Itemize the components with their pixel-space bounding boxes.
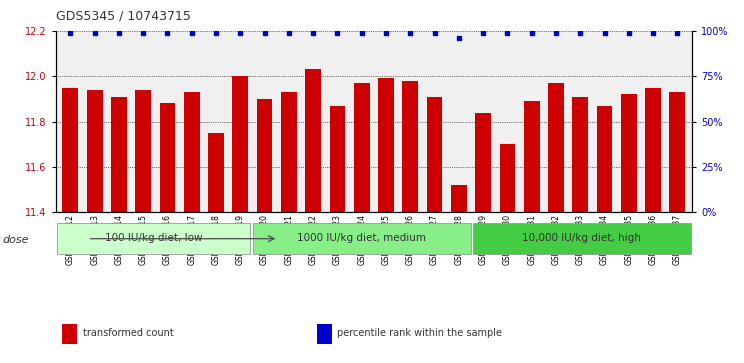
Bar (524, 101, 539, 212)
Bar (62, 324, 77, 344)
Bar (257, 99, 272, 212)
Text: 100 IU/kg diet, low: 100 IU/kg diet, low (105, 233, 202, 243)
Text: percentile rank within the sample: percentile rank within the sample (337, 328, 502, 338)
Bar (62, 87, 78, 212)
Bar (548, 83, 564, 212)
FancyBboxPatch shape (473, 223, 690, 254)
Bar (184, 92, 199, 212)
Bar (451, 185, 466, 212)
Bar (572, 97, 588, 212)
Text: transformed count: transformed count (83, 328, 173, 338)
Bar (621, 94, 637, 212)
Bar (87, 90, 103, 212)
Bar (645, 87, 661, 212)
Bar (160, 103, 176, 212)
Bar (281, 92, 297, 212)
Bar (426, 97, 443, 212)
Text: 1000 IU/kg diet, medium: 1000 IU/kg diet, medium (297, 233, 426, 243)
Bar (305, 69, 321, 212)
Bar (354, 83, 370, 212)
FancyBboxPatch shape (253, 223, 470, 254)
Text: 10,000 IU/kg diet, high: 10,000 IU/kg diet, high (522, 233, 641, 243)
Bar (111, 97, 126, 212)
Bar (499, 144, 516, 212)
Bar (378, 78, 394, 212)
Bar (670, 92, 685, 212)
Text: dose: dose (2, 234, 29, 245)
Bar (475, 113, 491, 212)
Bar (403, 81, 418, 212)
Bar (135, 90, 151, 212)
Bar (597, 106, 612, 212)
Text: GDS5345 / 10743715: GDS5345 / 10743715 (56, 9, 190, 22)
FancyBboxPatch shape (57, 223, 250, 254)
Bar (317, 324, 332, 344)
Bar (208, 133, 224, 212)
Bar (330, 106, 345, 212)
Bar (232, 76, 248, 212)
